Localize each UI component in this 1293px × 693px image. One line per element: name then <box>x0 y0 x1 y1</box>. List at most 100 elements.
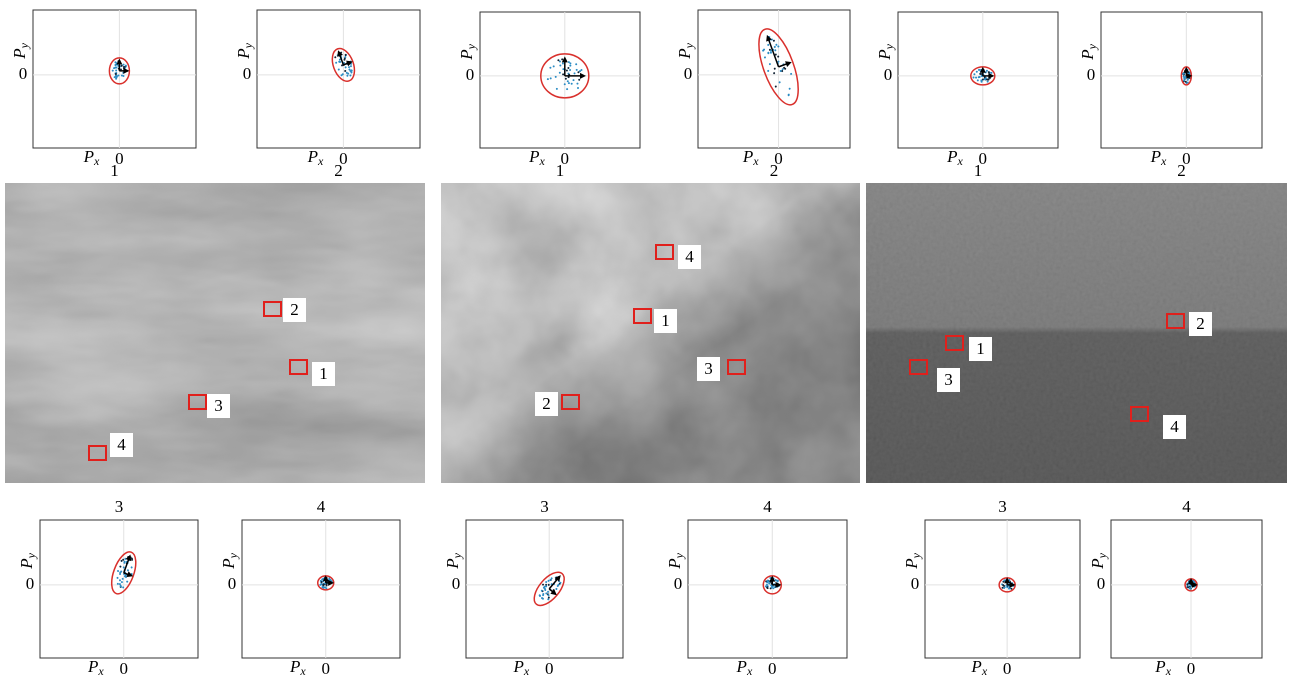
sample-dot <box>321 578 323 580</box>
x-axis-label: Px <box>528 147 545 168</box>
sample-dot <box>978 69 980 71</box>
scatter-plot: 00PxPy2 <box>675 10 850 180</box>
sample-dot <box>569 62 571 64</box>
y-axis-label: Py <box>457 43 478 60</box>
sample-dot <box>577 71 579 73</box>
x-axis-subscript: x <box>746 664 753 678</box>
sample-dot <box>777 581 779 583</box>
y-axis-subscript: y <box>450 552 464 559</box>
sample-dot <box>555 76 557 78</box>
y-axis-text: Py <box>675 42 696 59</box>
sample-dot <box>975 77 977 79</box>
plot-title: 1 <box>556 161 565 180</box>
x-axis-symbol: P <box>970 657 981 676</box>
sample-dot <box>114 61 116 63</box>
y-axis-subscript: y <box>241 42 255 49</box>
region-label: 2 <box>1196 314 1205 333</box>
sample-dot <box>973 73 975 75</box>
region-label: 4 <box>1170 417 1179 436</box>
x-axis-subscript: x <box>299 664 306 678</box>
y-axis-label: Py <box>219 552 240 569</box>
y-axis-text: Py <box>902 552 923 569</box>
x-axis-symbol: P <box>289 657 300 676</box>
sample-dot <box>987 81 989 83</box>
x-axis-subscript: x <box>981 664 988 678</box>
sample-dot <box>979 76 981 78</box>
y-axis-symbol: P <box>234 48 253 59</box>
x-axis-label: Px <box>946 147 963 168</box>
y-axis-label: Py <box>675 42 696 59</box>
plot-frame <box>480 12 640 148</box>
sample-dot <box>114 67 116 69</box>
x-axis-symbol: P <box>307 147 318 166</box>
sample-dot <box>567 67 569 69</box>
y-axis-label: Py <box>1088 552 1109 569</box>
sample-dot <box>325 587 327 589</box>
y-tick-label: 0 <box>1087 65 1096 84</box>
y-axis-symbol: P <box>675 48 694 59</box>
region-label: 3 <box>214 396 223 415</box>
x-axis-symbol: P <box>87 657 98 676</box>
sample-dot <box>1008 588 1010 590</box>
scatter-plot: 00PxPy1 <box>10 10 196 180</box>
x-axis-subscript: x <box>956 154 963 168</box>
y-axis-subscript: y <box>909 552 923 559</box>
sample-dot <box>561 58 563 60</box>
x-axis-label: Px <box>1154 657 1171 678</box>
sample-dot <box>559 61 561 63</box>
y-tick-label: 0 <box>26 574 35 593</box>
sample-dot <box>550 77 552 79</box>
x-axis-subscript: x <box>1160 154 1167 168</box>
sample-dot <box>329 579 331 581</box>
sample-dot <box>567 80 569 82</box>
sample-dot <box>766 584 768 586</box>
x-axis-subscript: x <box>752 154 759 168</box>
x-axis-subscript: x <box>317 154 324 168</box>
sample-dot <box>977 79 979 81</box>
y-axis-subscript: y <box>226 552 240 559</box>
plot-title: 4 <box>763 497 772 516</box>
plot-frame <box>257 10 420 148</box>
region-label: 1 <box>319 364 328 383</box>
x-tick-label: 0 <box>321 659 330 678</box>
x-axis-symbol: P <box>528 147 539 166</box>
x-axis-symbol: P <box>742 147 753 166</box>
plot-title: 1 <box>974 161 983 180</box>
sample-dot <box>568 82 570 84</box>
sample-dot <box>1002 584 1004 586</box>
x-axis-label: Px <box>742 147 759 168</box>
sample-dot <box>1184 77 1186 79</box>
y-axis-label: Py <box>902 552 923 569</box>
sample-dot <box>571 83 573 85</box>
sample-dot <box>564 83 566 85</box>
y-axis-text: Py <box>875 43 896 60</box>
y-axis-label: Py <box>443 552 464 569</box>
sample-dot <box>986 70 988 72</box>
sample-dot <box>556 88 558 90</box>
sample-dot <box>580 69 582 71</box>
sample-dot <box>326 584 328 586</box>
plot-title: 2 <box>1177 161 1186 180</box>
sample-dot <box>981 81 983 83</box>
image-1 <box>5 183 425 483</box>
scatter-plot: 00PxPy3 <box>17 497 198 678</box>
sample-dot <box>562 62 564 64</box>
plot-title: 3 <box>998 497 1007 516</box>
x-axis-label: Px <box>970 657 987 678</box>
y-tick-label: 0 <box>466 65 475 84</box>
x-axis-symbol: P <box>83 147 94 166</box>
x-axis-symbol: P <box>736 657 747 676</box>
scatter-plot: 00PxPy4 <box>219 497 400 678</box>
y-axis-label: Py <box>665 552 686 569</box>
sample-dot <box>576 69 578 71</box>
y-axis-subscript: y <box>464 43 478 50</box>
scatter-plot: 00PxPy2 <box>234 10 420 180</box>
x-tick-label: 0 <box>119 659 128 678</box>
x-axis-subscript: x <box>93 154 100 168</box>
y-tick-label: 0 <box>884 65 893 84</box>
sample-dot <box>575 63 577 65</box>
sample-dot <box>990 72 992 74</box>
y-axis-text: Py <box>1088 552 1109 569</box>
x-axis-subscript: x <box>1165 664 1172 678</box>
